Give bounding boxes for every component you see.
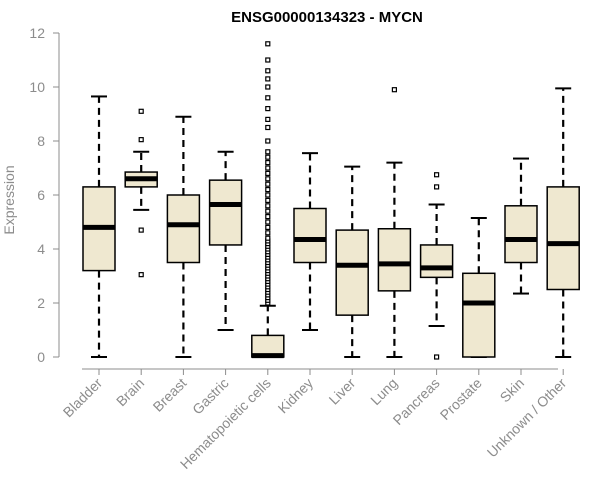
outlier-point bbox=[138, 227, 144, 233]
outlier-point bbox=[265, 57, 271, 63]
box-gastric bbox=[208, 150, 243, 331]
outlier-point bbox=[265, 214, 271, 220]
outlier-point bbox=[265, 68, 271, 74]
x-tick-label: Breast bbox=[150, 375, 190, 415]
box-hematopoietic-cells bbox=[251, 41, 285, 359]
outlier-point bbox=[265, 154, 271, 160]
box-liver bbox=[335, 165, 369, 358]
outlier-point bbox=[265, 224, 271, 230]
iqr-box bbox=[208, 179, 243, 246]
iqr-box bbox=[419, 244, 454, 279]
outlier-point bbox=[265, 235, 271, 241]
iqr-box bbox=[504, 205, 538, 264]
outlier-point bbox=[265, 84, 271, 90]
outlier-point bbox=[265, 181, 271, 187]
box-kidney bbox=[293, 152, 327, 331]
iqr-box bbox=[335, 229, 369, 316]
outlier-point bbox=[391, 87, 397, 93]
x-tick-label: Prostate bbox=[437, 375, 485, 423]
outlier-point bbox=[138, 272, 144, 278]
outlier-point bbox=[265, 208, 271, 214]
outlier-point bbox=[265, 197, 271, 203]
y-tick-label: 2 bbox=[37, 295, 45, 311]
outlier-point bbox=[434, 172, 440, 178]
iqr-box bbox=[293, 207, 327, 264]
iqr-box bbox=[546, 186, 580, 291]
x-tick-label: Brain bbox=[113, 375, 147, 409]
y-axis-label: Expression bbox=[1, 165, 17, 234]
outlier-point bbox=[265, 41, 271, 47]
y-ticks: 0 2 4 6 8 10 12 bbox=[29, 25, 59, 365]
outlier-point bbox=[434, 184, 440, 190]
outlier-point bbox=[265, 95, 271, 101]
outlier-point bbox=[265, 124, 271, 131]
x-tick-label: Liver bbox=[326, 375, 359, 408]
outlier-point bbox=[138, 108, 144, 114]
iqr-box bbox=[462, 272, 496, 358]
x-tick-label: Skin bbox=[497, 375, 528, 406]
outlier-point bbox=[265, 165, 271, 171]
box-prostate bbox=[462, 216, 496, 358]
box-breast bbox=[166, 115, 201, 358]
y-tick-label: 6 bbox=[37, 187, 45, 203]
x-tick-label: Unknown / Other bbox=[484, 375, 570, 461]
box-bladder bbox=[82, 95, 116, 358]
x-tick-label: Lung bbox=[367, 375, 400, 408]
y-tick-label: 10 bbox=[29, 79, 45, 95]
box-lung bbox=[377, 87, 412, 358]
boxes bbox=[82, 41, 580, 360]
outlier-point bbox=[265, 116, 271, 123]
outlier-point bbox=[434, 354, 440, 360]
outlier-point bbox=[265, 149, 271, 155]
box-skin bbox=[504, 157, 538, 295]
box-brain bbox=[124, 108, 158, 278]
iqr-box bbox=[166, 194, 201, 264]
outlier-point bbox=[265, 105, 271, 112]
outlier-point bbox=[265, 138, 271, 144]
outlier-point bbox=[265, 230, 271, 236]
y-tick-label: 0 bbox=[37, 349, 45, 365]
outlier-point bbox=[265, 203, 271, 209]
box-unknown-other bbox=[546, 87, 580, 358]
y-tick-label: 12 bbox=[29, 25, 45, 41]
outlier-point bbox=[265, 176, 271, 182]
y-tick-label: 8 bbox=[37, 133, 45, 149]
chart-title: ENSG00000134323 - MYCN bbox=[231, 9, 423, 26]
x-tick-label: Bladder bbox=[60, 375, 106, 421]
box-pancreas bbox=[419, 172, 454, 360]
y-tick-label: 4 bbox=[37, 241, 45, 257]
outlier-point bbox=[138, 137, 144, 143]
outlier-point bbox=[265, 219, 271, 225]
outlier-point bbox=[265, 160, 271, 166]
outlier-point bbox=[265, 187, 271, 193]
outlier-point bbox=[265, 76, 271, 82]
x-tick-label: Kidney bbox=[275, 375, 317, 417]
x-tick-label: Pancreas bbox=[390, 375, 443, 428]
outlier-point bbox=[265, 192, 271, 198]
outlier-point bbox=[265, 170, 271, 176]
iqr-box bbox=[377, 228, 412, 292]
